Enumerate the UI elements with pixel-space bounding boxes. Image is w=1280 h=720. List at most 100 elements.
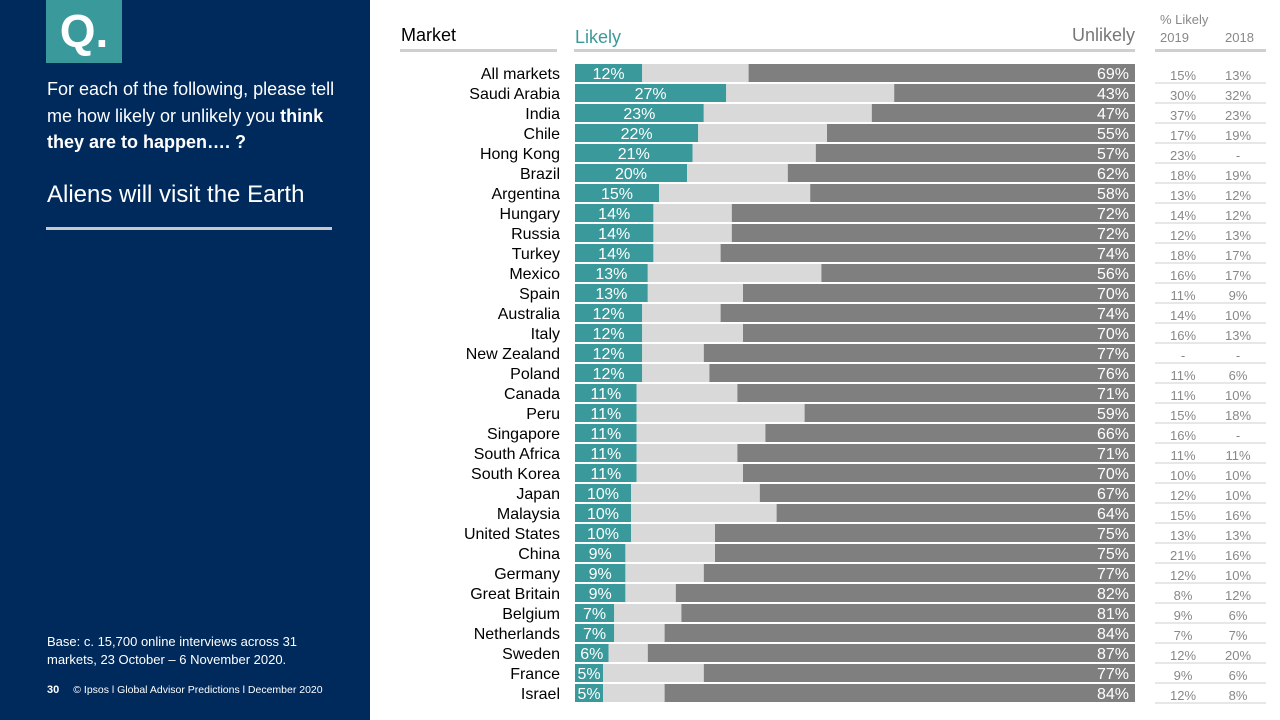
question-text-bold: think they are to happen…. ? [47,105,324,153]
bar-likely [575,584,626,602]
likely-value-label: 12% [593,366,625,383]
likely-value-label: 9% [589,586,612,603]
bar-likely [575,84,727,102]
bar-neither [647,284,743,302]
bar-unlikely [720,304,1135,322]
bar-likely [575,644,609,662]
bar-neither [631,484,760,502]
likely-value-label: 9% [589,546,612,563]
likely-value-label: 6% [580,646,603,663]
unlikely-value-label: 70% [1097,286,1129,303]
bar-unlikely [703,564,1135,582]
likely-2019-value: - [1181,348,1185,363]
header-chart-underline [574,49,1135,52]
market-label: New Zealand [466,346,560,363]
header-year-2018: 2018 [1225,30,1254,45]
bar-unlikely [675,584,1135,602]
unlikely-value-label: 82% [1097,586,1129,603]
likely-2018-value: 10% [1225,308,1251,323]
bar-neither [642,324,743,342]
bar-likely [575,224,654,242]
bar-unlikely [715,524,1135,542]
market-label: Chile [524,126,561,143]
bar-neither [608,644,648,662]
base-note: Base: c. 15,700 online interviews across… [47,634,298,667]
likely-value-label: 11% [590,426,621,443]
sidebar-divider [46,227,332,230]
header-years-underline [1155,49,1266,52]
bar-unlikely [737,384,1135,402]
bar-likely [575,424,637,442]
market-label: United States [464,526,560,543]
bar-unlikely [776,504,1135,522]
likely-2019-value: 30% [1170,88,1196,103]
bar-neither [647,264,822,282]
likely-value-label: 21% [618,146,650,163]
unlikely-value-label: 74% [1097,246,1129,263]
bar-neither [642,344,704,362]
bar-unlikely [759,484,1135,502]
likely-2018-value: 13% [1225,328,1251,343]
market-label: Hungary [500,206,560,223]
unlikely-value-label: 76% [1097,366,1129,383]
unlikely-value-label: 71% [1097,446,1129,463]
bar-neither [614,624,665,642]
unlikely-value-label: 77% [1097,566,1129,583]
likely-2019-value: 11% [1170,388,1195,403]
likely-2018-value: 6% [1229,608,1248,623]
likely-2019-value: 16% [1170,428,1196,443]
unlikely-value-label: 66% [1097,426,1129,443]
page-number: 30 [47,684,60,696]
market-label: Saudi Arabia [469,86,560,103]
bar-likely [575,504,631,522]
bar-unlikely [703,664,1135,682]
likely-2018-value: - [1236,428,1240,443]
likely-value-label: 7% [583,606,606,623]
bar-neither [636,444,738,462]
bar-unlikely [804,404,1135,422]
bar-unlikely [743,464,1135,482]
likely-value-label: 10% [587,506,619,523]
likely-value-label: 20% [615,166,647,183]
likely-value-label: 13% [595,286,627,303]
unlikely-value-label: 47% [1097,106,1129,123]
likely-value-label: 22% [621,126,653,143]
bar-likely [575,264,648,282]
bar-neither [625,564,704,582]
header-market: Market [401,25,457,45]
bar-neither [726,84,895,102]
sidebar-panel: Q. For each of the following, please tel… [0,0,370,720]
likely-2018-value: 10% [1225,568,1251,583]
bar-neither [642,304,721,322]
bar-unlikely [731,204,1135,222]
bar-unlikely [703,344,1135,362]
likely-2019-value: 18% [1170,168,1196,183]
bar-neither [687,164,788,182]
bar-unlikely [810,184,1135,202]
unlikely-value-label: 77% [1097,346,1129,363]
likely-value-label: 5% [577,686,600,703]
likely-2018-value: 19% [1225,128,1251,143]
likely-value-label: 12% [593,326,625,343]
bar-neither [636,404,805,422]
bar-neither [653,204,732,222]
bar-likely [575,464,637,482]
unlikely-value-label: 74% [1097,306,1129,323]
question-text-part1: For each of the following, please tell m… [47,79,335,126]
market-label: Sweden [502,646,560,663]
bar-likely [575,604,615,622]
bar-likely [575,624,615,642]
likely-value-label: 11% [590,386,621,403]
likely-2019-value: 12% [1170,648,1196,663]
likely-2018-value: 8% [1229,688,1248,703]
bar-unlikely [664,624,1135,642]
bar-likely [575,284,648,302]
header-market-underline [400,49,557,52]
likely-2018-value: 9% [1229,288,1248,303]
bar-neither [703,104,872,122]
likely-2019-value: 12% [1170,568,1196,583]
bar-likely [575,144,693,162]
likely-value-label: 13% [595,266,627,283]
unlikely-value-label: 87% [1097,646,1129,663]
market-label: Argentina [492,186,561,203]
